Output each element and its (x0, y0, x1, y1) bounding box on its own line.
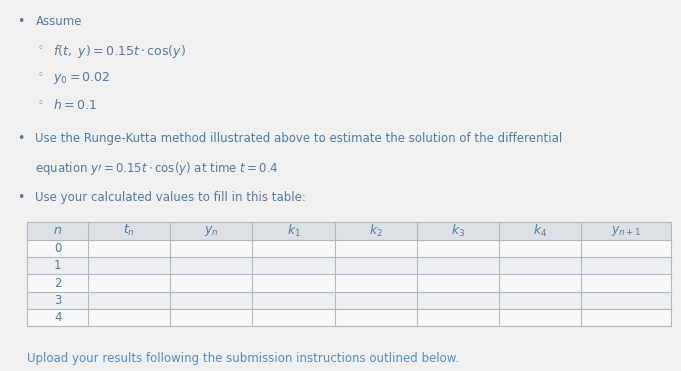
Text: Use your calculated values to fill in this table:: Use your calculated values to fill in th… (35, 191, 306, 204)
Text: 3: 3 (54, 294, 61, 307)
Text: •: • (17, 191, 25, 204)
Bar (27, 240, 671, 257)
Text: $k_2$: $k_2$ (369, 223, 383, 239)
Text: ◦: ◦ (37, 43, 43, 53)
Bar (27, 292, 671, 309)
Text: 0: 0 (54, 242, 61, 255)
Text: Assume: Assume (35, 15, 82, 28)
Text: •: • (17, 15, 25, 28)
Text: $f(t,\ y) = 0.15t \cdot \cos(y)$: $f(t,\ y) = 0.15t \cdot \cos(y)$ (53, 43, 186, 60)
Text: $y_{n+1}$: $y_{n+1}$ (611, 224, 642, 238)
Bar (27, 309, 671, 326)
Text: $k_1$: $k_1$ (287, 223, 300, 239)
Bar (27, 257, 671, 274)
Text: ◦: ◦ (37, 70, 43, 81)
Text: $t_n$: $t_n$ (123, 223, 135, 239)
Text: ◦: ◦ (37, 98, 43, 108)
Text: $y_n$: $y_n$ (204, 224, 219, 238)
Text: 1: 1 (54, 259, 61, 272)
Text: Use the Runge-Kutta method illustrated above to estimate the solution of the dif: Use the Runge-Kutta method illustrated a… (35, 132, 563, 145)
Bar (27, 222, 671, 240)
Text: Upload your results following the submission instructions outlined below.: Upload your results following the submis… (27, 352, 459, 365)
Text: 2: 2 (54, 276, 61, 289)
Text: $h = 0.1$: $h = 0.1$ (53, 98, 97, 112)
Text: $y_0 = 0.02$: $y_0 = 0.02$ (53, 70, 110, 86)
Text: $k_3$: $k_3$ (451, 223, 465, 239)
Text: •: • (17, 132, 25, 145)
Bar (27, 274, 671, 292)
Bar (27, 222, 671, 326)
Text: $n$: $n$ (53, 224, 62, 237)
Text: 4: 4 (54, 311, 61, 324)
Text: equation $y\prime = 0.15t \cdot \cos(y)$ at time $t = 0.4$: equation $y\prime = 0.15t \cdot \cos(y)$… (35, 160, 279, 177)
Text: $k_4$: $k_4$ (533, 223, 548, 239)
